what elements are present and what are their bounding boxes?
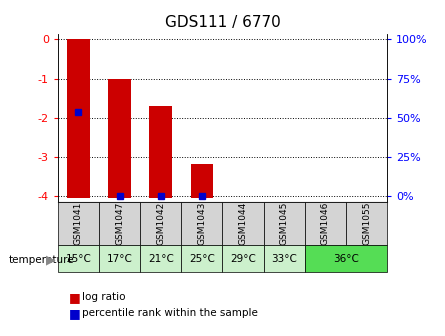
Bar [140,245,182,272]
Bar [99,245,140,272]
Text: GSM1041: GSM1041 [74,202,83,245]
Bar [108,79,131,198]
Bar [222,202,263,245]
Text: GSM1043: GSM1043 [198,202,206,245]
Bar [99,202,140,245]
Text: ▶: ▶ [46,254,56,267]
Text: ■: ■ [69,291,81,304]
Bar [182,245,222,272]
Text: 25°C: 25°C [189,254,215,264]
Text: GSM1055: GSM1055 [362,202,371,245]
Text: percentile rank within the sample: percentile rank within the sample [82,308,258,318]
Bar [67,39,90,198]
Text: temperature: temperature [9,255,74,265]
Title: GDS111 / 6770: GDS111 / 6770 [165,15,280,30]
Bar [182,202,222,245]
Text: 21°C: 21°C [148,254,174,264]
Text: GSM1045: GSM1045 [280,202,289,245]
Text: log ratio: log ratio [82,292,126,302]
Text: GSM1044: GSM1044 [239,202,247,245]
Bar [58,202,99,245]
Bar [222,245,263,272]
Bar [346,202,387,245]
Text: GSM1042: GSM1042 [156,202,165,245]
Bar [140,202,182,245]
Text: GSM1047: GSM1047 [115,202,124,245]
Text: 33°C: 33°C [271,254,297,264]
Bar [305,202,346,245]
Bar [190,165,213,198]
Text: 36°C: 36°C [333,254,359,264]
Text: 17°C: 17°C [107,254,133,264]
Bar [264,202,305,245]
Text: ■: ■ [69,307,81,320]
Bar [305,245,387,272]
Text: GSM1046: GSM1046 [321,202,330,245]
Bar [58,245,99,272]
Text: 15°C: 15°C [65,254,91,264]
Text: 29°C: 29°C [230,254,256,264]
Bar [150,106,172,198]
Bar [264,245,305,272]
